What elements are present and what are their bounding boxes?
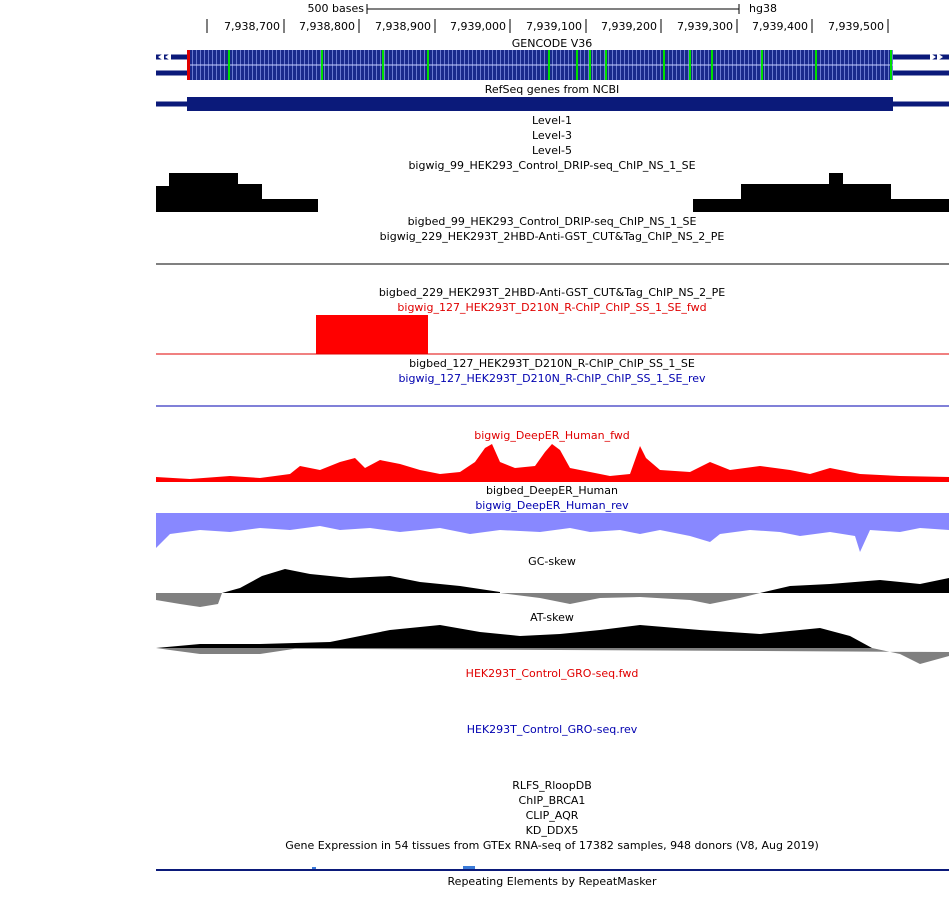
track-label: bigwig_99_HEK293_Control_DRIP-seq_ChIP_N… <box>408 159 695 172</box>
track-label: bigbed_229_HEK293T_2HBD-Anti-GST_CUT&Tag… <box>379 286 725 299</box>
ruler-position: 7,939,300 <box>677 20 733 33</box>
deeper-rev-signal <box>156 513 949 552</box>
track-label: ChIP_BRCA1 <box>519 794 586 807</box>
gencode-track <box>156 50 949 80</box>
track-label: bigwig_DeepER_Human_fwd <box>474 429 629 442</box>
track-label: CLIP_AQR <box>526 809 579 822</box>
gtex-bar <box>463 866 475 869</box>
track-label: bigbed_DeepER_Human <box>486 484 618 497</box>
track-label: AT-skew <box>530 611 574 624</box>
ruler-position: 7,939,400 <box>752 20 808 33</box>
track-label: HEK293T_Control_GRO-seq.rev <box>467 723 638 736</box>
refseq-track <box>156 97 949 111</box>
ruler-position: 7,939,500 <box>828 20 884 33</box>
track-label: Level-1 <box>532 114 572 127</box>
track-label: bigbed_127_HEK293T_D210N_R-ChIP_ChIP_SS_… <box>409 357 695 370</box>
track-label: Gene Expression in 54 tissues from GTEx … <box>285 839 819 852</box>
ruler-position: 7,939,100 <box>526 20 582 33</box>
at-skew-pos <box>156 625 872 648</box>
drip-signal <box>156 173 949 212</box>
deeper-fwd-signal <box>156 444 949 482</box>
scale-label: 500 bases <box>308 2 365 15</box>
track-label: KD_DDX5 <box>526 824 579 837</box>
ruler-position: 7,939,000 <box>450 20 506 33</box>
rchip-fwd-signal <box>316 315 428 354</box>
track-label: Repeating Elements by RepeatMasker <box>448 875 657 888</box>
ruler-position: 7,938,700 <box>224 20 280 33</box>
gtex-bar <box>312 867 316 869</box>
track-label: bigwig_DeepER_Human_rev <box>475 499 629 512</box>
gc-skew-neg <box>156 593 760 607</box>
at-skew-neg <box>156 648 949 664</box>
track-label: bigwig_127_HEK293T_D210N_R-ChIP_ChIP_SS_… <box>398 372 706 385</box>
track-label: Level-5 <box>532 144 572 157</box>
track-label: bigwig_127_HEK293T_D210N_R-ChIP_ChIP_SS_… <box>397 301 706 314</box>
assembly-label: hg38 <box>749 2 777 15</box>
track-labels: GENCODE V36 RefSeq genes from NCBI Level-1… <box>285 37 819 888</box>
track-label: GC-skew <box>528 555 576 568</box>
track-label: RLFS_RloopDB <box>512 779 592 792</box>
track-label: bigwig_229_HEK293T_2HBD-Anti-GST_CUT&Tag… <box>380 230 725 243</box>
ruler-position: 7,938,800 <box>299 20 355 33</box>
track-label: bigbed_99_HEK293_Control_DRIP-seq_ChIP_N… <box>408 215 697 228</box>
ruler-position: 7,938,900 <box>375 20 431 33</box>
ruler-position: 7,939,200 <box>601 20 657 33</box>
track-label: GENCODE V36 <box>512 37 592 50</box>
track-label: HEK293T_Control_GRO-seq.fwd <box>466 667 639 680</box>
ruler: 7,938,700 7,938,800 7,938,900 7,939,000 7,93… <box>224 19 889 33</box>
track-label: Level-3 <box>532 129 572 142</box>
gc-skew-pos <box>222 569 949 593</box>
track-label: RefSeq genes from NCBI <box>485 83 620 96</box>
